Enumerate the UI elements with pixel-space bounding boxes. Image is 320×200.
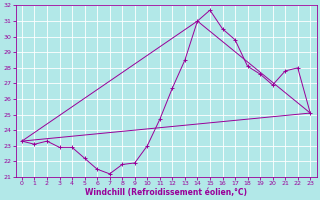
- X-axis label: Windchill (Refroidissement éolien,°C): Windchill (Refroidissement éolien,°C): [85, 188, 247, 197]
